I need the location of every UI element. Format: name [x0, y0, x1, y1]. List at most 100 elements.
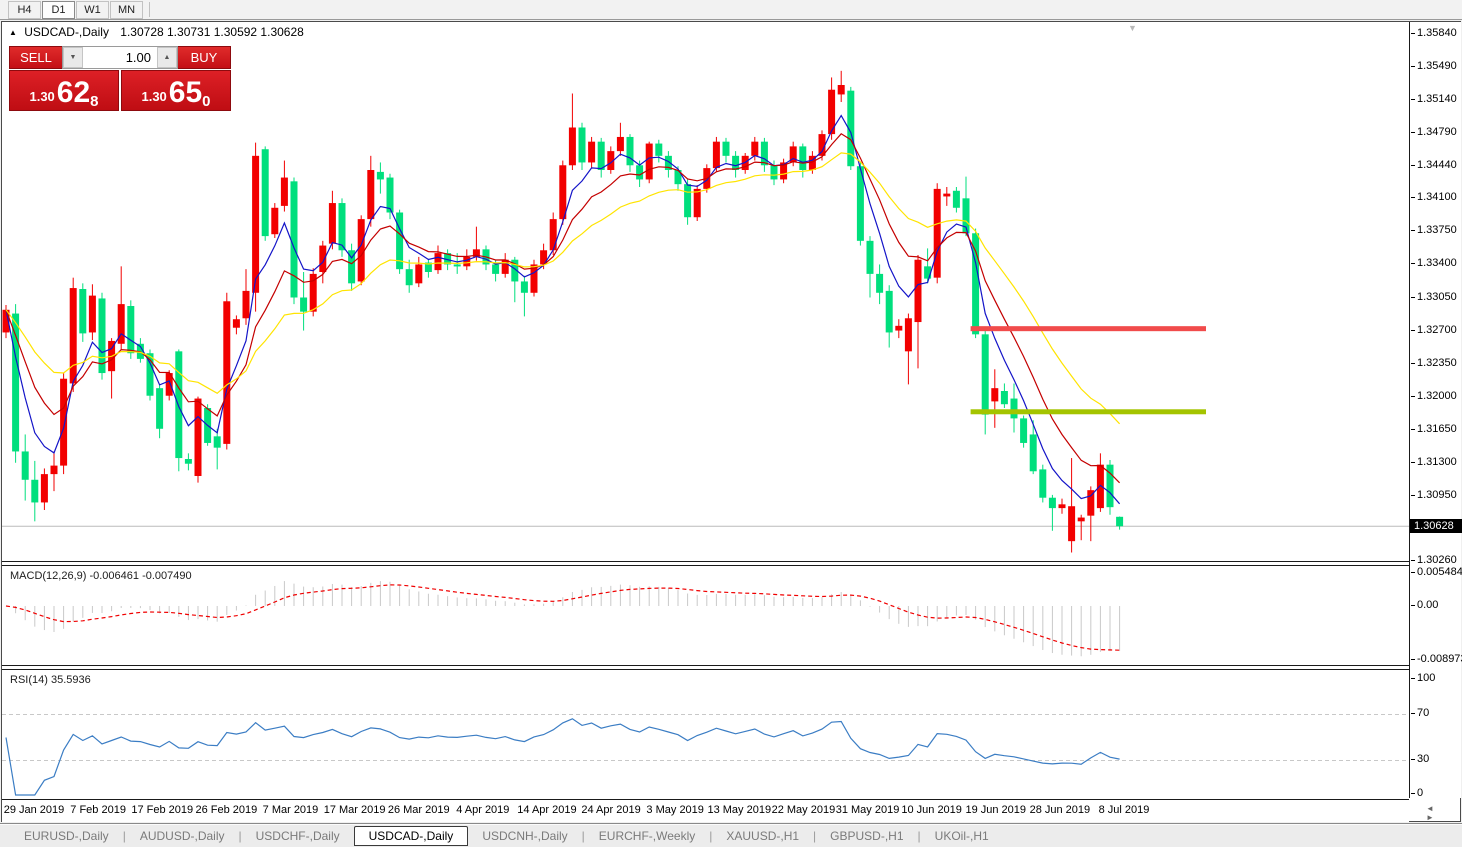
tab-separator: | [581, 828, 585, 843]
price-axis-label: 1.33400 [1411, 257, 1457, 270]
rsi-line [5, 718, 1120, 796]
toolbar-separator [149, 2, 150, 17]
price-axis-label: 1.30950 [1411, 488, 1457, 501]
price-axis-label: 1.34440 [1411, 159, 1457, 172]
buy-price-pip: 0 [202, 93, 211, 110]
tab-separator: | [238, 828, 242, 843]
chart-symbol-label: USDCAD-,Daily [24, 25, 109, 39]
time-axis-label: 13 May 2019 [707, 804, 772, 816]
current-price-badge: 1.30628 [1410, 519, 1462, 534]
collapse-icon[interactable]: ▲ [9, 28, 17, 37]
time-axis-label: 7 Feb 2019 [70, 804, 126, 816]
price-axis[interactable]: 1.35840 1.35490 1.35140 1.34790 1.34440 1.341… [1409, 22, 1462, 799]
macd-axis-label: 0.005484 [1411, 566, 1462, 578]
time-axis-label: 4 Apr 2019 [456, 804, 510, 816]
time-axis-label: 8 Jul 2019 [1098, 804, 1150, 816]
price-axis-label: 1.34100 [1411, 191, 1457, 204]
tab-eurchf-weekly[interactable]: EURCHF-,Weekly [598, 828, 696, 843]
price-chart-pane[interactable] [2, 22, 1409, 562]
price-axis-label: 1.35140 [1411, 93, 1457, 106]
rsi-axis-label: 30 [1410, 752, 1430, 765]
price-axis-label: 1.31300 [1411, 455, 1457, 468]
price-axis-label: 1.32350 [1411, 356, 1457, 369]
chart-window: ▲ USDCAD-,Daily 1.30728 1.30731 1.30592 … [1, 21, 1462, 822]
sell-price-pip: 8 [90, 93, 99, 110]
timeframe-button-d1[interactable]: D1 [42, 0, 75, 19]
macd-histogram [15, 581, 1121, 657]
time-axis-label: 7 Mar 2019 [262, 804, 319, 816]
trendline-support[interactable] [970, 409, 1206, 415]
timeframe-button-w1[interactable]: W1 [76, 0, 109, 19]
rsi-pane[interactable] [2, 670, 1409, 799]
rsi-label: RSI(14) 35.5936 [10, 674, 91, 686]
buy-button[interactable]: BUY [178, 46, 231, 69]
time-axis-label: 17 Mar 2019 [323, 804, 386, 816]
time-axis-label: 31 May 2019 [835, 804, 900, 816]
pane-splitter[interactable] [2, 561, 1409, 566]
macd-signal-line [5, 584, 1120, 651]
candles [2, 70, 1124, 553]
timeframe-buttons: H4 D1 W1 MN [8, 0, 144, 19]
sell-price-prefix: 1.30 [29, 89, 55, 104]
time-axis-label: 24 Apr 2019 [581, 804, 641, 816]
macd-axis-label: -0.008973 [1411, 653, 1462, 665]
sell-price-panel[interactable]: 1.30 62 8 [9, 70, 119, 111]
tab-gbpusd-h1[interactable]: GBPUSD-,H1 [830, 828, 904, 843]
volume-input[interactable] [83, 47, 157, 68]
tab-separator: | [709, 828, 713, 843]
time-axis[interactable]: 29 Jan 2019 7 Feb 2019 17 Feb 2019 26 Feb 2… [2, 799, 1409, 822]
time-axis-label: 29 Jan 2019 [3, 804, 65, 816]
tab-usdchf-daily[interactable]: USDCHF-,Daily [255, 828, 340, 843]
price-axis-label: 1.31650 [1411, 422, 1457, 435]
tab-audusd-daily[interactable]: AUDUSD-,Daily [139, 828, 225, 843]
price-axis-label: 1.33750 [1411, 224, 1457, 237]
tab-separator: | [122, 828, 126, 843]
tab-usdcad-daily[interactable]: USDCAD-,Daily [353, 826, 469, 846]
price-axis-label: 1.30260 [1411, 554, 1457, 566]
trendline-resistance[interactable] [970, 326, 1206, 332]
macd-label: MACD(12,26,9) -0.006461 -0.007490 [10, 570, 192, 582]
time-axis-label: 10 Jun 2019 [901, 804, 962, 816]
time-axis-label: 3 May 2019 [646, 804, 704, 816]
price-axis-label: 1.35490 [1411, 60, 1457, 73]
volume-increase-icon[interactable]: ▲ [157, 47, 177, 68]
chart-tab-bar: EURUSD-,Daily | AUDUSD-,Daily | USDCHF-,Dail… [0, 823, 1462, 847]
time-axis-label: 26 Feb 2019 [195, 804, 258, 816]
tab-ukoil-h1[interactable]: UKOil-,H1 [934, 828, 989, 843]
tab-usdcnh-daily[interactable]: USDCNH-,Daily [482, 828, 568, 843]
macd-pane[interactable] [2, 566, 1409, 665]
rsi-axis-label: 100 [1410, 672, 1436, 684]
scrollbar-arrows-icon[interactable]: ◄ ► [1426, 804, 1440, 822]
price-axis-label: 1.32000 [1411, 389, 1457, 402]
time-axis-label: 14 Apr 2019 [517, 804, 577, 816]
time-axis-label: 19 Jun 2019 [965, 804, 1027, 816]
price-axis-label: 1.33050 [1411, 290, 1457, 303]
buy-price-panel[interactable]: 1.30 65 0 [121, 70, 231, 111]
sell-button[interactable]: SELL [9, 46, 62, 69]
price-axis-label: 1.32700 [1411, 323, 1457, 336]
timeframe-button-h4[interactable]: H4 [8, 0, 41, 19]
time-axis-label: 28 Jun 2019 [1029, 804, 1091, 816]
pane-splitter[interactable] [2, 665, 1409, 670]
chart-title: ▲ USDCAD-,Daily 1.30728 1.30731 1.30592 … [9, 25, 304, 39]
moving-average-ma-mid [5, 133, 1121, 484]
chart-ohlc-values: 1.30728 1.30731 1.30592 1.30628 [120, 25, 304, 39]
tab-xauusd-h1[interactable]: XAUUSD-,H1 [726, 828, 800, 843]
tab-separator: | [917, 828, 921, 843]
buy-price-prefix: 1.30 [141, 89, 167, 104]
price-axis-label: 1.34790 [1411, 126, 1457, 139]
tab-separator: | [813, 828, 817, 843]
rsi-axis-label: 0 [1410, 787, 1424, 799]
price-axis-label: 1.35840 [1411, 27, 1457, 39]
rsi-axis-label: 70 [1410, 706, 1430, 719]
moving-average-ma-slow [5, 152, 1121, 425]
time-axis-label: 17 Feb 2019 [131, 804, 194, 816]
timeframe-toolbar: H4 D1 W1 MN [0, 0, 1462, 20]
timeframe-button-mn[interactable]: MN [110, 0, 143, 19]
volume-stepper: ▼ ▲ [62, 46, 178, 69]
chart-shift-icon[interactable]: ▼ [1128, 23, 1137, 33]
tab-eurusd-daily[interactable]: EURUSD-,Daily [24, 828, 109, 843]
sell-price-main: 62 [56, 76, 91, 109]
macd-axis-label: 0.00 [1410, 599, 1439, 611]
volume-decrease-icon[interactable]: ▼ [63, 47, 83, 68]
